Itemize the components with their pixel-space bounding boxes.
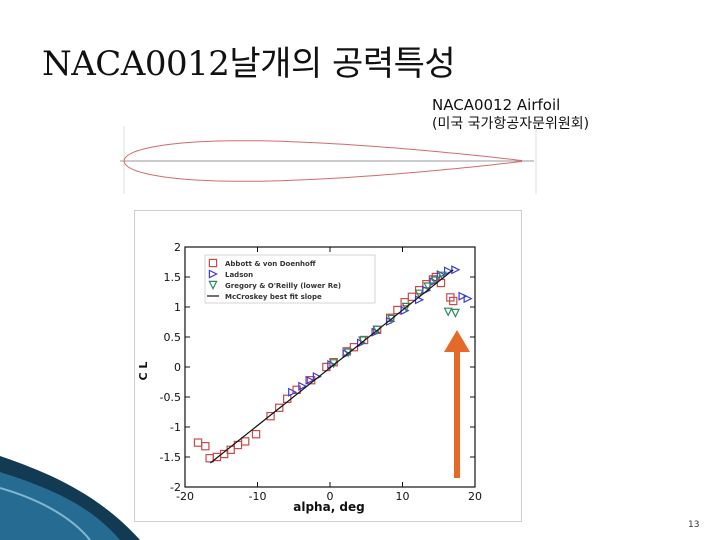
data-point-square <box>407 292 417 301</box>
y-tick-label: 2 <box>174 241 181 254</box>
legend-marker <box>208 258 218 268</box>
corner-wave-light <box>0 472 120 540</box>
legend-box <box>204 254 376 304</box>
legend-label: Abbott & von Doenhoff <box>225 260 316 268</box>
data-point-square <box>449 296 458 306</box>
data-point-triangle-down <box>414 289 424 299</box>
data-point-square <box>240 437 250 446</box>
y-tick-label: -1 <box>170 421 181 434</box>
legend-marker <box>208 269 218 279</box>
lift-curve-chart: -20 -10 0 10 20 -2 -1.5 -1 -0.5 0 0.5 1 1.5 2 Abbott … <box>137 241 482 514</box>
legend-label: Ladson <box>225 271 253 279</box>
data-point-triangle-down <box>423 282 433 292</box>
data-point-triangle-right <box>463 294 473 304</box>
x-tick-label: 20 <box>468 490 482 503</box>
data-points <box>193 265 473 464</box>
legend-marker <box>208 280 218 290</box>
y-tick-label: 1 <box>174 301 181 314</box>
data-point-square <box>193 438 203 447</box>
data-point-square <box>201 442 210 451</box>
y-tick-label: -0.5 <box>160 391 181 404</box>
y-tick-label: 0.5 <box>164 331 182 344</box>
data-point-triangle-right <box>305 375 315 385</box>
data-point-triangle-right <box>288 387 298 397</box>
y-tick-label: 0 <box>174 361 181 374</box>
y-tick-label: -2 <box>170 481 181 494</box>
data-point-square <box>292 385 301 394</box>
data-point-triangle-down <box>450 308 460 318</box>
airfoil-image <box>120 126 537 194</box>
data-point-triangle-right <box>458 291 468 301</box>
data-point-square <box>322 362 331 372</box>
y-axis-label: C L <box>137 362 150 381</box>
axes: -20 -10 0 10 20 -2 -1.5 -1 -0.5 0 0.5 1 1.5 2 <box>160 241 482 503</box>
data-point-square <box>275 403 284 412</box>
data-point-triangle-right <box>451 265 461 275</box>
data-point-square <box>266 412 275 421</box>
y-tick-label: 1.5 <box>164 271 182 284</box>
x-tick-label: 0 <box>327 490 334 503</box>
legend-label: Gregory & O'Reilly (lower Re) <box>225 282 341 290</box>
data-point-triangle-down <box>372 325 382 335</box>
y-tick-label: -1.5 <box>160 451 181 464</box>
x-tick-label: -20 <box>176 490 194 503</box>
slide-title: NACA0012날개의 공력특성 <box>42 44 456 84</box>
data-point-square <box>400 297 409 307</box>
data-point-square <box>251 430 261 439</box>
data-point-square <box>428 275 438 284</box>
airfoil-caption: NACA0012 Airfoil (미국 국가항공자문위원회) <box>432 96 589 134</box>
x-tick-label: -10 <box>249 490 267 503</box>
data-point-square <box>219 449 229 459</box>
legend: Abbott & von Doenhoff Ladson Gregory & O'R… <box>204 254 376 304</box>
airfoil-profile <box>123 140 523 182</box>
x-axis-label: alpha, deg <box>293 500 365 514</box>
data-point-triangle-down <box>401 302 411 312</box>
data-point-triangle-down <box>437 271 447 281</box>
corner-wave-highlight <box>0 487 91 540</box>
data-point-square <box>205 454 214 463</box>
lift-curve-panel: -20 -10 0 10 20 -2 -1.5 -1 -0.5 0 0.5 1 1.5 2 Abbott … <box>134 210 522 522</box>
fit-line <box>210 269 454 464</box>
corner-wave-dark <box>0 456 140 540</box>
data-point-triangle-down <box>387 314 397 324</box>
data-point-triangle-right <box>443 266 454 276</box>
legend-label: McCroskey best fit slope <box>225 293 322 301</box>
x-tick-label: 10 <box>396 490 410 503</box>
data-point-triangle-right <box>298 381 308 391</box>
data-point-triangle-down <box>443 307 453 317</box>
airfoil-name: NACA0012 Airfoil <box>432 96 561 114</box>
data-point-triangle-down <box>430 276 440 286</box>
airfoil-source: (미국 국가항공자문위원회) <box>432 116 590 132</box>
page-number: 13 <box>688 520 700 530</box>
